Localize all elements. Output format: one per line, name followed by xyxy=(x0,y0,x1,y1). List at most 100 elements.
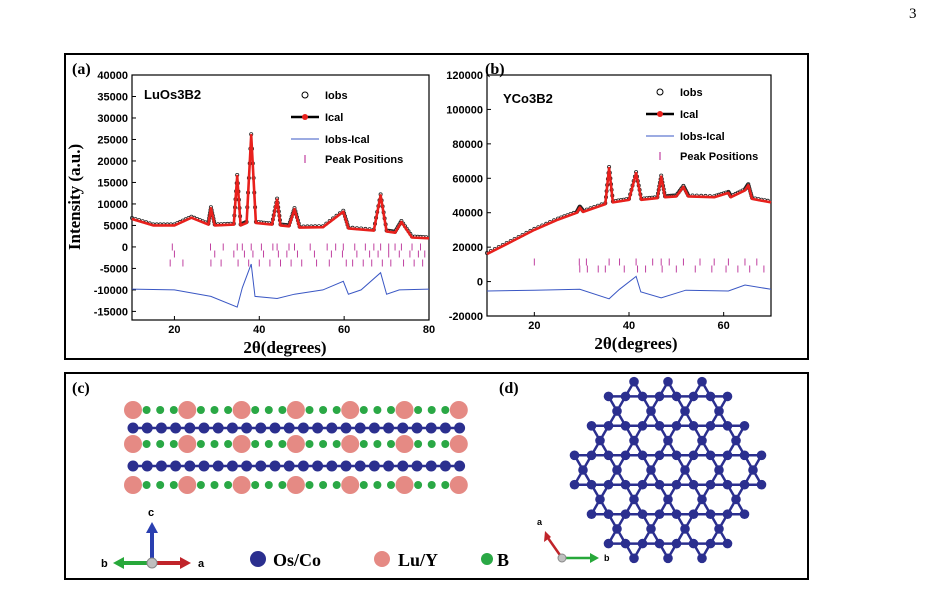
b-atom xyxy=(387,440,395,448)
os-atom xyxy=(226,422,238,434)
os-atom-d xyxy=(705,538,716,549)
os-atom xyxy=(226,460,238,472)
lu-atom xyxy=(286,476,305,494)
os-atom xyxy=(297,460,309,472)
legend-ical-symbol xyxy=(657,111,663,117)
panel-a-series xyxy=(129,132,430,308)
os-atom xyxy=(141,422,153,434)
b-atom xyxy=(359,481,368,489)
os-atom-d xyxy=(620,509,631,519)
b-atom xyxy=(319,481,328,489)
b-atom xyxy=(210,406,219,414)
os-atom xyxy=(184,460,196,472)
axis-b-label-d: b xyxy=(604,553,610,563)
b-atom xyxy=(196,481,205,489)
axis-origin-d xyxy=(557,553,567,563)
b-atom xyxy=(142,406,151,414)
b-atom xyxy=(169,481,178,489)
lu-atom xyxy=(286,435,305,453)
os-atom-d xyxy=(671,421,682,431)
os-atom-d xyxy=(612,406,622,416)
panel-b-legend: Iobs Ical Iobs-Ical Peak Positions xyxy=(646,87,758,163)
os-atom-d xyxy=(663,376,673,387)
legend-os-co-swatch xyxy=(250,551,266,567)
panel-d-axes-triad: a b xyxy=(537,517,610,563)
b-atom xyxy=(278,440,287,448)
panel-b: (b) 120000 100000 80000 60000 40000 20000 0 -20… xyxy=(446,61,772,353)
os-atom-d xyxy=(688,479,699,490)
legend-lu-y-swatch xyxy=(374,551,390,567)
os-atom xyxy=(241,422,253,434)
legend-os-co-label: Os/Co xyxy=(273,550,321,570)
os-atom-d xyxy=(748,465,758,475)
os-atom-d xyxy=(722,538,733,549)
b-atom xyxy=(224,406,233,414)
os-atom-d xyxy=(722,391,733,402)
y-tick-label: 0 xyxy=(122,242,128,254)
os-atom xyxy=(368,460,380,472)
os-atom-d xyxy=(731,494,741,505)
b-atom xyxy=(414,481,423,489)
legend-label: Iobs xyxy=(325,90,348,102)
y-tick-label: 30000 xyxy=(97,113,128,125)
os-atom xyxy=(141,460,153,472)
os-atom-d xyxy=(688,421,699,431)
axis-a-label-d: a xyxy=(537,517,543,527)
os-atom-d xyxy=(654,391,665,402)
os-atom-d xyxy=(731,435,741,446)
os-atom-d xyxy=(620,421,631,431)
os-atom-d xyxy=(739,479,750,490)
os-atom xyxy=(340,422,352,434)
b-atom xyxy=(414,406,423,414)
os-atom-d xyxy=(586,479,597,490)
os-atom-d xyxy=(714,524,724,534)
os-atom-d xyxy=(663,553,673,564)
os-atom-d xyxy=(637,538,648,549)
b-atom xyxy=(251,440,260,448)
page-number: 3 xyxy=(909,6,917,22)
os-atom-d xyxy=(637,509,648,519)
legend-label: Peak Positions xyxy=(680,151,758,163)
legend-label: Iobs-Ical xyxy=(325,134,370,146)
b-atom xyxy=(441,440,450,448)
os-atom-d xyxy=(705,421,716,431)
y-tick-label: 35000 xyxy=(97,91,128,103)
os-atom-d xyxy=(578,465,588,475)
panel-a-ylabel: Intensity (a.u.) xyxy=(65,144,84,250)
os-atom-d xyxy=(595,435,605,446)
os-atom xyxy=(312,422,324,434)
lu-atom xyxy=(232,476,251,494)
b-atom xyxy=(264,481,273,489)
os-atom xyxy=(439,422,451,434)
os-atom-d xyxy=(637,421,648,431)
os-atom-d xyxy=(739,509,750,519)
b-atom xyxy=(373,481,382,489)
os-atom-d xyxy=(697,553,707,564)
series-diff-line xyxy=(131,263,430,308)
b-atom xyxy=(142,481,151,489)
os-atom xyxy=(127,422,139,434)
lu-atom xyxy=(124,476,142,494)
y-tick-label: 40000 xyxy=(452,208,483,220)
panel-a-peak-position-marks xyxy=(169,243,426,267)
lu-atom xyxy=(395,435,414,453)
axis-a-label: a xyxy=(198,558,205,570)
os-atom-d xyxy=(603,421,614,431)
lu-atom xyxy=(178,401,197,419)
panel-d-kagome-lattice xyxy=(569,376,767,564)
os-atom-d xyxy=(620,450,631,461)
y-tick-label: -5000 xyxy=(100,263,128,275)
lu-atom xyxy=(449,435,468,453)
lu-atom xyxy=(395,401,414,419)
legend-label: Iobs xyxy=(680,87,703,99)
os-atom xyxy=(170,422,182,434)
os-atom-d xyxy=(603,538,614,549)
os-atom xyxy=(212,460,224,472)
b-atom xyxy=(305,440,314,448)
os-atom-d xyxy=(671,450,682,461)
lu-atom xyxy=(232,401,251,419)
lu-atom xyxy=(341,435,360,453)
y-tick-label: 40000 xyxy=(97,70,128,82)
panel-b-label: (b) xyxy=(485,61,505,78)
os-atom xyxy=(425,422,437,434)
